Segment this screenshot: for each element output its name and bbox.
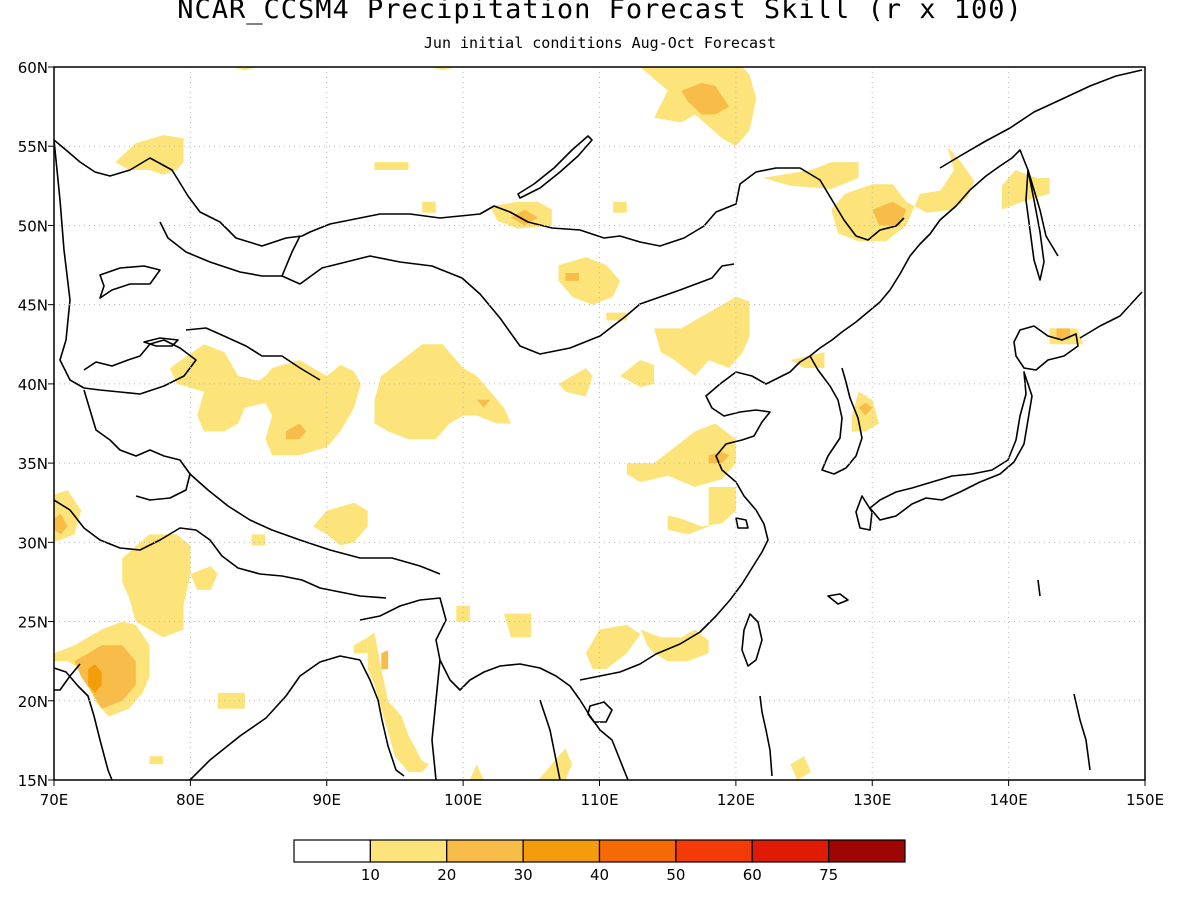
latitude-label: 30N: [18, 534, 48, 552]
longitude-label: 130E: [853, 791, 891, 809]
colorbar-label: 20: [437, 866, 456, 884]
skill-region-10-20: [831, 146, 975, 242]
colorbar-swatch: [522, 839, 601, 863]
skill-region-10-20: [585, 624, 641, 670]
skill-region-10-20: [190, 566, 218, 590]
skill-region-10-20: [231, 67, 259, 71]
colorbar-label: 30: [514, 866, 533, 884]
colorbar-label: 50: [666, 866, 685, 884]
skill-region-20-30: [565, 273, 579, 281]
skill-region-20-30: [708, 452, 730, 464]
skill-region-10-20: [613, 201, 627, 213]
skill-region-10-20: [374, 344, 511, 440]
map-subtitle: Jun initial conditions Aug-Oct Forecast: [423, 34, 777, 52]
skill-region-10-20: [763, 162, 859, 189]
skill-region-10-20: [313, 502, 368, 546]
colorbar: 10 20 30 40 50 60 75: [293, 839, 906, 884]
skill-region-10-20: [354, 637, 368, 654]
latitude-label: 55N: [18, 138, 48, 156]
skill-region-10-20: [558, 368, 593, 397]
skill-region-20-30: [381, 650, 389, 670]
skill-region-10-20: [558, 257, 620, 305]
colorbar-label: 60: [743, 866, 762, 884]
skill-region-10-20: [122, 534, 191, 638]
skill-region-10-20: [626, 423, 736, 487]
longitude-label: 80E: [176, 791, 205, 809]
skill-region-20-30: [681, 82, 730, 115]
skill-region-10-20: [115, 135, 184, 175]
colorbar-label: 40: [590, 866, 609, 884]
skill-region-20-30: [74, 645, 136, 709]
latitude-labels: 15N 20N 25N 30N 35N 40N 45N 50N 55N 60N: [18, 59, 54, 790]
skill-region-10-20: [654, 296, 750, 376]
skill-region-10-20: [538, 748, 573, 780]
colorbar-label: 10: [361, 866, 380, 884]
longitude-label: 70E: [40, 791, 69, 809]
latitude-label: 35N: [18, 455, 48, 473]
skill-region-10-20: [429, 67, 457, 71]
skill-region-30-40: [88, 664, 102, 693]
longitude-labels: 70E 80E 90E 100E 110E 120E 130E 140E 150E: [40, 780, 1164, 809]
skill-region-10-20: [606, 312, 627, 321]
latitude-label: 15N: [18, 772, 48, 790]
skill-region-20-30: [285, 423, 307, 440]
skill-region-20-30: [54, 513, 68, 535]
skill-region-10-20: [1001, 170, 1050, 210]
skill-region-10-20: [149, 756, 164, 765]
longitude-label: 140E: [990, 791, 1028, 809]
skill-region-10-20: [620, 360, 655, 388]
skill-region-10-20: [217, 692, 245, 709]
longitude-label: 110E: [580, 791, 618, 809]
longitude-label: 120E: [717, 791, 755, 809]
map-title: NCAR_CCSM4 Precipitation Forecast Skill …: [177, 0, 1023, 25]
latitude-label: 45N: [18, 297, 48, 315]
latitude-label: 20N: [18, 693, 48, 711]
skill-region-10-20: [422, 201, 436, 213]
coastline-layer: [54, 69, 1143, 780]
skill-region-10-20: [469, 764, 484, 780]
longitude-label: 150E: [1126, 791, 1164, 809]
latitude-label: 50N: [18, 217, 48, 235]
skill-region-20-30: [858, 402, 873, 416]
skill-region-10-20: [790, 756, 811, 780]
colorbar-swatch: [293, 839, 371, 863]
skill-region-10-20: [367, 632, 429, 773]
colorbar-swatch: [675, 839, 753, 863]
skill-region-10-20: [504, 613, 532, 638]
longitude-label: 100E: [444, 791, 482, 809]
colorbar-swatch: [828, 839, 906, 863]
colorbar-swatch: [369, 839, 448, 863]
longitude-label: 90E: [312, 791, 341, 809]
skill-region-10-20: [251, 534, 266, 546]
skill-region-10-20: [667, 486, 736, 535]
skill-region-10-20: [374, 162, 409, 170]
skill-region-20-30: [510, 209, 539, 226]
colorbar-label: 75: [819, 866, 838, 884]
skill-region-10-20: [169, 344, 361, 456]
skill-region-10-20: [456, 605, 470, 622]
latitude-label: 40N: [18, 376, 48, 394]
skill-region-20-30: [1056, 328, 1070, 340]
skill-region-20-30: [872, 201, 907, 226]
skill-contour-layer: [54, 67, 1084, 780]
graticule: [54, 67, 1145, 780]
skill-region-20-30: [476, 399, 491, 408]
colorbar-swatch: [751, 839, 830, 863]
colorbar-swatch: [446, 839, 524, 863]
latitude-label: 60N: [18, 59, 48, 77]
latitude-label: 25N: [18, 614, 48, 632]
colorbar-swatch: [598, 839, 677, 863]
